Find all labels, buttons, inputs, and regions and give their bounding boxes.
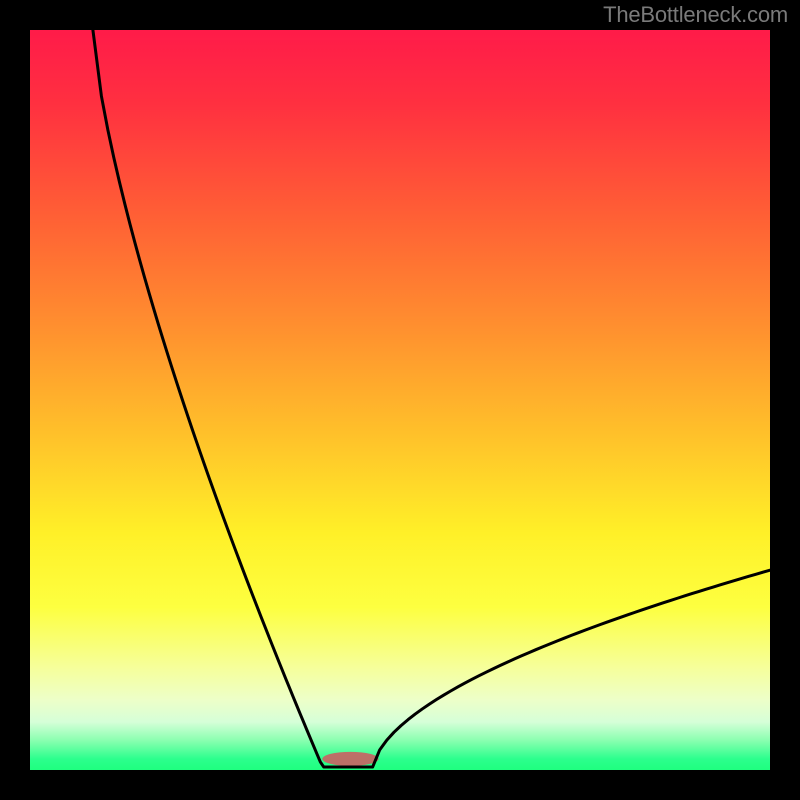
chart-container: TheBottleneck.com	[0, 0, 800, 800]
bottleneck-chart	[0, 0, 800, 800]
plot-gradient-background	[30, 30, 770, 770]
watermark-text: TheBottleneck.com	[603, 2, 788, 28]
optimal-marker	[322, 752, 378, 766]
